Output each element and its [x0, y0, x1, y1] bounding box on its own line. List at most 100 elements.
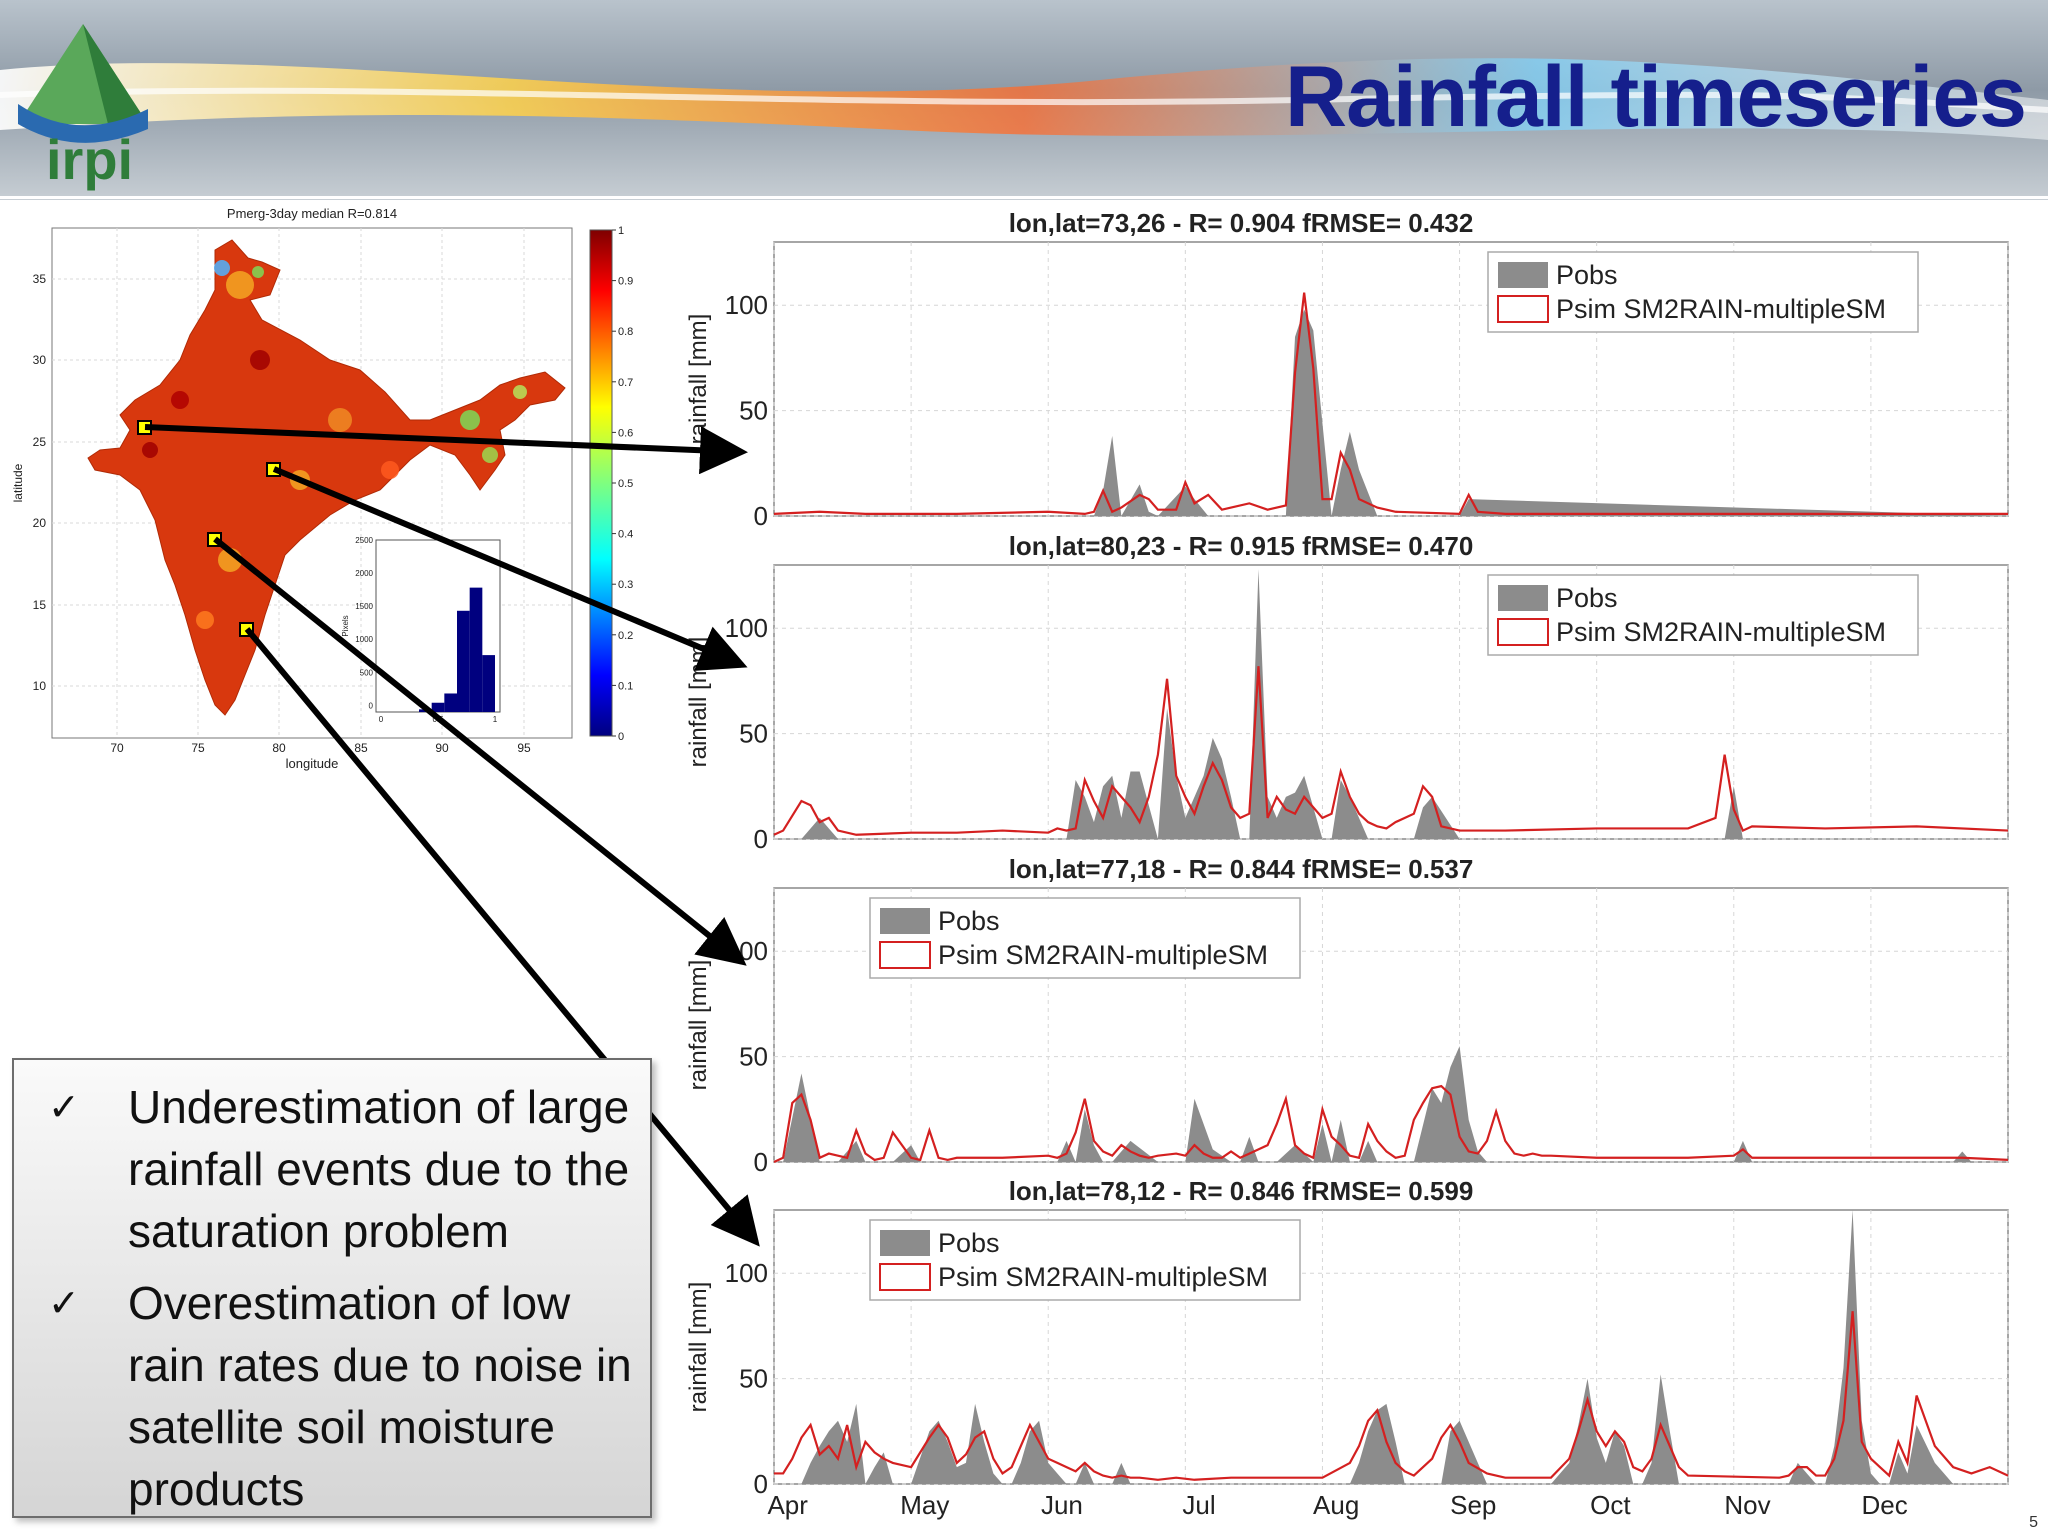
chart-title: lon,lat=80,23 - R= 0.915 fRMSE= 0.470 [1009, 531, 1474, 561]
legend-swatch-pobs [1498, 262, 1548, 288]
chart-ylabel: rainfall [mm] [685, 1282, 712, 1413]
histogram-bar [457, 610, 470, 712]
chart-legend: Pobs Psim SM2RAIN-multipleSM [869, 1219, 1301, 1301]
colorbar-tick-label: 0.3 [618, 579, 633, 591]
legend-swatch-psim [1497, 295, 1549, 323]
banner-swirl-graphic [0, 58, 2048, 140]
banner-divider [0, 196, 2048, 199]
histogram-ytick: 1000 [355, 635, 373, 644]
histogram-bar [444, 693, 457, 712]
legend-label-pobs: Pobs [1556, 583, 1618, 613]
colorbar-tick-label: 0 [618, 731, 624, 743]
histogram-bars [419, 587, 495, 712]
legend-swatch-pobs [880, 1230, 930, 1256]
india-map-shape [87, 239, 566, 716]
map-ytick: 30 [33, 353, 47, 367]
legend-swatch-pobs [880, 908, 930, 934]
histogram-ytick: 0 [369, 701, 374, 710]
histogram-ytick: 2500 [355, 536, 373, 545]
chart-ylabel: rainfall [mm] [685, 314, 712, 445]
map-yticks: 35 30 25 20 15 10 [33, 272, 47, 693]
chart-ytick: 50 [739, 1364, 768, 1394]
map-xtick: 90 [435, 741, 449, 755]
legend-swatch-pobs [1498, 585, 1548, 611]
legend-box [869, 897, 1301, 979]
bullet-text: Overestimation of low rain rates due to … [128, 1277, 632, 1515]
legend-swatch-psim [879, 1263, 931, 1291]
histogram-ytick: 2000 [355, 569, 373, 578]
histogram-ylabel: Pixels [341, 615, 350, 636]
colorbar-ticks: 1 0.9 0.8 0.7 0.6 0.5 0.4 0.3 0.2 0.1 0 [612, 225, 633, 743]
arrow-to-chart-1 [144, 424, 748, 475]
psim-line [774, 1311, 2009, 1481]
histogram-yticks: 2500 2000 1500 1000 500 0 [355, 536, 373, 710]
arrow-to-chart-3 [213, 536, 747, 966]
map-panel: Pmerg-3day median R=0.814 70 75 80 85 90 [11, 206, 633, 771]
histogram-xtick: 0 [379, 715, 384, 724]
chart-xtick: Oct [1590, 1490, 1631, 1520]
legend-swatch-psim [1497, 618, 1549, 646]
map-ytick: 35 [33, 272, 47, 286]
psim-line [773, 1084, 2009, 1163]
page-number: 5 [2029, 1514, 2038, 1531]
map-ytick: 15 [33, 598, 47, 612]
chart-ytick: 100 [725, 290, 768, 320]
chart-xtick: Sep [1450, 1490, 1496, 1520]
histogram-bar [469, 587, 483, 712]
chart-ylabel: rainfall [mm] [685, 637, 712, 768]
legend-label-pobs: Pobs [1556, 260, 1618, 290]
irpi-logo: irpi [18, 24, 148, 191]
legend-box [1487, 574, 1919, 656]
chart-ylabel: rainfall [mm] [685, 960, 712, 1091]
colorbar-tick-label: 0.6 [618, 427, 633, 439]
map-xtick: 80 [272, 741, 286, 755]
map-ytick: 20 [33, 516, 47, 530]
chart-title: lon,lat=77,18 - R= 0.844 fRMSE= 0.537 [1009, 854, 1474, 884]
map-ylabel: latitude [11, 463, 25, 502]
timeseries-chart-2: lon,lat=80,23 - R= 0.915 fRMSE= 0.470 0 50… [685, 531, 2009, 854]
legend-label-psim: Psim SM2RAIN-multipleSM [938, 940, 1268, 970]
checkmark-icon: ✓ [48, 1281, 80, 1325]
chart-xtick: Jun [1041, 1490, 1083, 1520]
chart-ytick: 0 [754, 824, 768, 854]
histogram-xtick: 1 [493, 715, 498, 724]
map-xtick: 85 [354, 741, 368, 755]
legend-box [869, 1219, 1301, 1301]
chart-ytick: 100 [725, 613, 768, 643]
header-banner: irpi Rainfall timeseries [0, 0, 2048, 200]
slide-title: Rainfall timeseries [1284, 49, 2027, 145]
chart-ytick: 0 [754, 1147, 768, 1177]
timeseries-chart-4: lon,lat=78,12 - R= 0.846 fRMSE= 0.599 0 50… [685, 1176, 2009, 1520]
legend-label-pobs: Pobs [938, 1228, 1000, 1258]
chart-legend: Pobs Psim SM2RAIN-multipleSM [1487, 251, 1919, 333]
legend-swatch-psim [879, 941, 931, 969]
chart-ytick: 50 [739, 719, 768, 749]
legend-label-psim: Psim SM2RAIN-multipleSM [1556, 617, 1886, 647]
legend-label-psim: Psim SM2RAIN-multipleSM [938, 1262, 1268, 1292]
legend-label-psim: Psim SM2RAIN-multipleSM [1556, 294, 1886, 324]
psim-line [773, 292, 2008, 516]
map-xtick: 95 [517, 741, 531, 755]
connector-arrows [144, 424, 760, 1247]
colorbar-tick-label: 0.1 [618, 680, 633, 692]
histogram-bar [431, 702, 445, 712]
chart-ytick: 100 [725, 1258, 768, 1288]
chart-ytick: 0 [754, 501, 768, 531]
map-xlabel: longitude [286, 756, 339, 771]
chart-xtick: Apr [767, 1490, 808, 1520]
bullet-item: ✓ Underestimation of large rainfall even… [32, 1076, 632, 1262]
chart-title: lon,lat=73,26 - R= 0.904 fRMSE= 0.432 [1009, 208, 1474, 238]
checkmark-icon: ✓ [48, 1085, 80, 1129]
map-xticks: 70 75 80 85 90 95 [110, 741, 531, 755]
legend-box [1487, 251, 1919, 333]
psim-line [773, 666, 2009, 836]
map-xtick: 70 [110, 741, 124, 755]
colorbar-tick-label: 0.8 [618, 326, 633, 338]
histogram-ytick: 500 [360, 668, 374, 677]
colorbar-tick-label: 1 [618, 225, 624, 237]
colorbar-tick-label: 0.7 [618, 377, 633, 389]
colorbar-tick-label: 0.9 [618, 276, 633, 288]
timeseries-chart-1: lon,lat=73,26 - R= 0.904 fRMSE= 0.432 0 50… [685, 208, 2009, 531]
chart-legend: Pobs Psim SM2RAIN-multipleSM [869, 897, 1301, 979]
